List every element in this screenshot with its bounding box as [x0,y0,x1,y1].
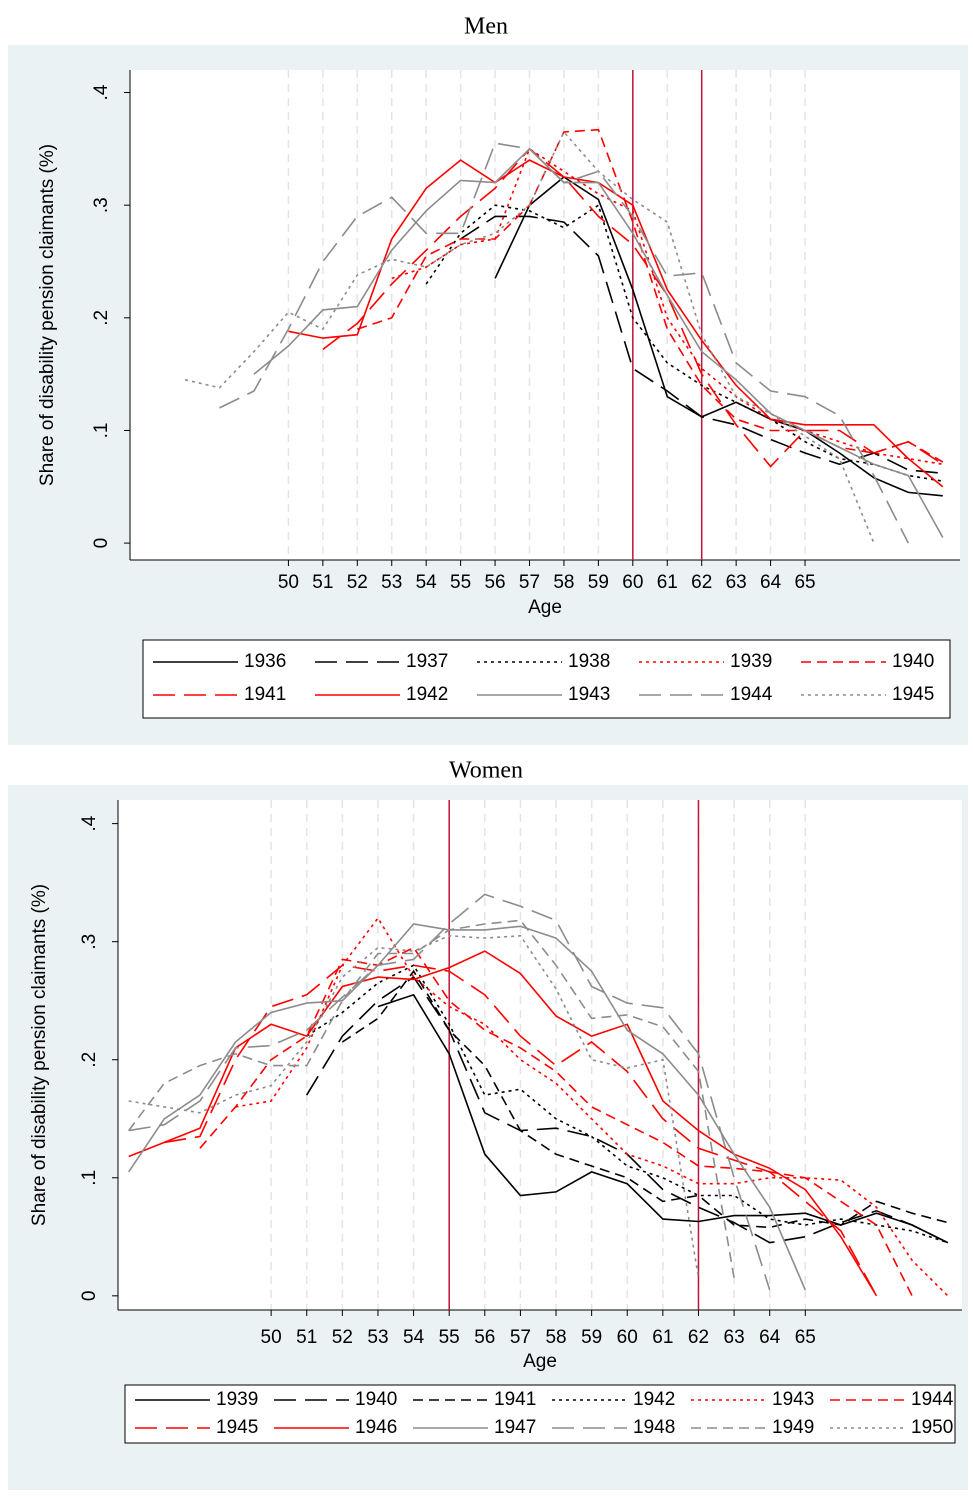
series-line [253,147,944,538]
series-line [219,142,910,544]
x-tick-label: 51 [312,572,333,593]
legend-label: 1948 [633,1417,675,1438]
x-tick-label: 60 [617,1327,638,1348]
series-line [128,934,700,1279]
series-line [425,203,943,482]
x-tick-label: 58 [553,572,574,593]
series-line [494,176,943,497]
legend-label: 1937 [406,651,448,672]
legend-label: 1945 [216,1417,258,1438]
legend-label: 1936 [244,651,286,672]
panel-title: Men [464,14,508,40]
series-line [357,128,944,463]
legend-label: 1943 [568,684,610,705]
x-tick-label: 65 [794,572,815,593]
x-tick-label: 64 [760,572,782,593]
x-tick-label: 57 [510,1327,531,1348]
y-tick-label: .1 [91,423,112,439]
x-tick-label: 59 [581,1327,602,1348]
x-tick-label: 52 [332,1327,353,1348]
legend-box [142,639,951,719]
series-line [128,893,771,1291]
legend-label: 1940 [892,651,934,672]
legend-label: 1941 [244,684,286,705]
legend-label: 1944 [911,1389,954,1410]
y-tick-label: .4 [91,84,112,100]
series-line [391,147,943,466]
series-line [199,946,913,1297]
plot-area [118,800,962,1310]
legend-label: 1949 [772,1417,814,1438]
legend-label: 1950 [911,1417,953,1438]
x-tick-label: 50 [261,1327,282,1348]
x-tick-label: 63 [724,1327,745,1348]
legend-label: 1942 [406,684,448,705]
x-tick-label: 52 [347,572,368,593]
panel-title: Women [449,758,523,784]
x-axis-label: Age [523,1351,557,1372]
x-tick-label: 60 [622,572,643,593]
legend-box [124,1384,956,1444]
x-tick-label: 55 [450,572,471,593]
y-tick-label: .1 [79,1170,100,1186]
series-line [128,923,807,1291]
legend-label: 1945 [892,684,934,705]
x-tick-label: 51 [296,1327,317,1348]
legend-label: 1947 [494,1417,536,1438]
series-line [322,147,944,468]
legend-label: 1939 [216,1389,258,1410]
x-axis-label: Age [528,597,562,618]
x-tick-label: 58 [545,1327,566,1348]
plot-area [130,70,960,560]
x-tick-label: 61 [657,572,678,593]
x-tick-label: 59 [588,572,609,593]
series-line [128,919,735,1279]
series-line [184,130,875,544]
x-tick-label: 55 [439,1327,460,1348]
legend-label: 1938 [568,651,610,672]
y-tick-label: 0 [79,1291,100,1302]
legend-label: 1939 [730,651,772,672]
legend-label: 1942 [633,1389,675,1410]
y-tick-label: .3 [91,197,112,213]
series-line [235,916,949,1297]
series-line [128,950,878,1297]
x-tick-label: 54 [403,1327,425,1348]
legend-label: 1941 [494,1389,536,1410]
y-axis-label: Share of disability pension claimants (%… [37,144,58,486]
x-tick-label: 50 [278,572,299,593]
panel: Men 50 51 52 53 54 55 56 57 58 59 60 61 62 63 64 65 0 .1 .2… [8,14,968,745]
x-tick-label: 53 [367,1327,388,1348]
series-line [306,964,949,1244]
x-tick-label: 54 [416,572,438,593]
panel: Women 50 51 52 53 54 55 56 57 58 59 60 61 62 63 64 65 0 .1… [8,758,968,1490]
y-axis-label: Share of disability pension claimants (%… [29,884,50,1226]
legend-label: 1940 [355,1389,397,1410]
x-tick-label: 56 [484,572,505,593]
x-tick-label: 57 [519,572,540,593]
y-tick-label: 0 [91,538,112,549]
x-tick-label: 63 [726,572,747,593]
x-tick-label: 62 [691,572,712,593]
x-tick-label: 65 [795,1327,816,1348]
x-tick-label: 62 [688,1327,709,1348]
y-tick-label: .3 [79,934,100,950]
x-tick-label: 61 [652,1327,673,1348]
x-tick-label: 53 [381,572,402,593]
series-line [341,969,949,1229]
legend-label: 1944 [730,684,773,705]
y-tick-label: .2 [79,1052,100,1068]
series-line [164,964,878,1297]
x-tick-label: 56 [474,1327,495,1348]
series-line [377,993,949,1244]
x-tick-label: 64 [759,1327,781,1348]
y-tick-label: .2 [91,310,112,326]
legend-label: 1946 [355,1417,397,1438]
y-tick-label: .4 [79,815,100,831]
legend-label: 1943 [772,1389,814,1410]
